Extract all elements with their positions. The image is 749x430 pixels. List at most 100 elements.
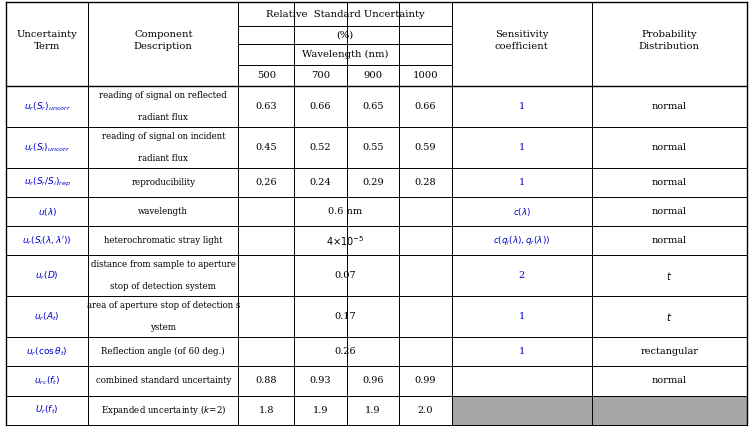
Text: distance from sample to aperture: distance from sample to aperture [91, 260, 236, 269]
Bar [452, 86, 747, 127]
Text: rectangular: rectangular [640, 347, 698, 356]
Text: 0.59: 0.59 [415, 143, 436, 152]
Bar [6, 296, 452, 337]
Text: 1: 1 [518, 102, 525, 111]
Text: 0.45: 0.45 [255, 143, 277, 152]
Text: $u_r(S_i)_{uncorr}$: $u_r(S_i)_{uncorr}$ [24, 141, 70, 154]
Text: 1000: 1000 [413, 71, 438, 80]
Text: Distribution: Distribution [639, 42, 700, 51]
Text: $u_r(S_r/S_i)_{rep}$: $u_r(S_r/S_i)_{rep}$ [24, 176, 70, 189]
Text: $u_r(\cos\theta_t)$: $u_r(\cos\theta_t)$ [26, 345, 68, 358]
Text: 1.8: 1.8 [258, 406, 274, 415]
Text: heterochromatic stray light: heterochromatic stray light [104, 237, 222, 245]
Text: stop of detection system: stop of detection system [110, 283, 216, 292]
Bar [6, 396, 452, 425]
Text: $U_r(f_t)$: $U_r(f_t)$ [35, 404, 59, 417]
Bar [452, 226, 747, 255]
Text: normal: normal [652, 377, 687, 385]
Text: 1.9: 1.9 [366, 406, 380, 415]
Text: ystem: ystem [151, 323, 176, 332]
Text: 0.93: 0.93 [310, 377, 331, 385]
Text: 700: 700 [311, 71, 330, 80]
Text: 0.99: 0.99 [415, 377, 436, 385]
Text: $c(q_i(\lambda),q_r(\lambda))$: $c(q_i(\lambda),q_r(\lambda))$ [493, 234, 551, 247]
Text: Relative  Standard Uncertainty: Relative Standard Uncertainty [266, 10, 424, 19]
Bar [452, 168, 747, 197]
Text: 1: 1 [518, 347, 525, 356]
Bar [6, 168, 452, 197]
Text: 2.0: 2.0 [418, 406, 433, 415]
Bar [452, 337, 747, 366]
Text: 1: 1 [518, 143, 525, 152]
Bar [6, 86, 452, 127]
Text: 0.66: 0.66 [310, 102, 331, 111]
Text: 0.28: 0.28 [415, 178, 436, 187]
Text: 0.26: 0.26 [255, 178, 277, 187]
Text: $u_r(S_r)_{uncorr}$: $u_r(S_r)_{uncorr}$ [24, 100, 70, 113]
Text: Component: Component [134, 30, 192, 39]
Text: normal: normal [652, 102, 687, 111]
Text: 0.55: 0.55 [363, 143, 383, 152]
Text: $t$: $t$ [666, 311, 673, 322]
Text: (%): (%) [336, 31, 354, 40]
Text: 0.6 nm: 0.6 nm [328, 207, 362, 216]
Bar [452, 366, 747, 396]
Bar [6, 255, 452, 296]
Text: 0.29: 0.29 [363, 178, 383, 187]
Bar [452, 255, 747, 296]
Text: 0.24: 0.24 [309, 178, 332, 187]
Text: 0.26: 0.26 [334, 347, 356, 356]
Text: $u_r(A_t)$: $u_r(A_t)$ [34, 310, 60, 323]
Text: 0.63: 0.63 [255, 102, 277, 111]
Text: 1.9: 1.9 [313, 406, 328, 415]
Text: $t$: $t$ [666, 270, 673, 282]
Text: 500: 500 [257, 71, 276, 80]
Text: Reflection angle (of 60 deg.): Reflection angle (of 60 deg.) [101, 347, 225, 356]
Text: 0.17: 0.17 [334, 312, 356, 321]
Text: Wavelength (nm): Wavelength (nm) [302, 50, 388, 59]
Text: Uncertainty: Uncertainty [16, 30, 78, 39]
Text: 0.65: 0.65 [363, 102, 383, 111]
Text: Sensitivity: Sensitivity [495, 30, 548, 39]
Text: radiant flux: radiant flux [139, 113, 188, 122]
Bar [6, 396, 452, 425]
Text: reproducibility: reproducibility [131, 178, 195, 187]
Text: normal: normal [652, 178, 687, 187]
Text: wavelength: wavelength [139, 207, 188, 216]
Text: 0.66: 0.66 [415, 102, 436, 111]
Text: 900: 900 [363, 71, 383, 80]
Bar [6, 226, 452, 255]
Text: reading of signal on reflected: reading of signal on reflected [100, 91, 227, 100]
Text: $u_r(D)$: $u_r(D)$ [35, 270, 59, 282]
Bar [452, 296, 747, 337]
Text: $u(\lambda)$: $u(\lambda)$ [37, 206, 57, 218]
Text: reading of signal on incident: reading of signal on incident [102, 132, 225, 141]
Bar [6, 2, 747, 86]
Bar [6, 127, 452, 168]
Bar [6, 197, 452, 226]
Text: 2: 2 [518, 271, 525, 280]
Text: 1: 1 [518, 312, 525, 321]
Text: Expanded uncertainty ($k$=2): Expanded uncertainty ($k$=2) [100, 403, 226, 417]
Text: Description: Description [134, 42, 192, 51]
Bar [452, 127, 747, 168]
Text: combined standard uncertainty: combined standard uncertainty [96, 377, 231, 385]
Text: 0.88: 0.88 [255, 377, 277, 385]
Bar [452, 197, 747, 226]
Text: 0.52: 0.52 [310, 143, 331, 152]
Text: normal: normal [652, 207, 687, 216]
Text: $u_r(S_i(\lambda,\lambda'))$: $u_r(S_i(\lambda,\lambda'))$ [22, 234, 72, 247]
Text: 0.07: 0.07 [334, 271, 356, 280]
Text: normal: normal [652, 237, 687, 245]
Text: $u_{rc}(f_t)$: $u_{rc}(f_t)$ [34, 375, 60, 387]
Text: Probability: Probability [641, 30, 697, 39]
Text: 1: 1 [518, 178, 525, 187]
Bar [452, 396, 747, 425]
Text: area of aperture stop of detection s: area of aperture stop of detection s [87, 301, 240, 310]
Text: Term: Term [34, 42, 61, 51]
Bar [6, 337, 452, 366]
Text: $c(\lambda)$: $c(\lambda)$ [512, 206, 531, 218]
Text: coefficient: coefficient [495, 42, 548, 51]
Text: radiant flux: radiant flux [139, 154, 188, 163]
Bar [6, 366, 452, 396]
